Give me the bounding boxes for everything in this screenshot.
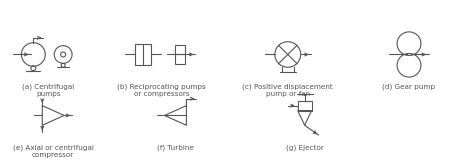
Text: (e) Axial or centrifugal
compressor: (e) Axial or centrifugal compressor	[13, 145, 94, 158]
Text: (d) Gear pump: (d) Gear pump	[383, 84, 436, 90]
Text: (c) Positive displacement
pump or fan: (c) Positive displacement pump or fan	[242, 84, 333, 97]
Bar	[175, 54, 185, 64]
Bar	[135, 44, 151, 65]
Bar	[175, 45, 185, 54]
Text: (f) Turbine: (f) Turbine	[157, 145, 194, 151]
Bar	[298, 101, 311, 111]
Text: (g) Ejector: (g) Ejector	[286, 145, 324, 151]
Text: (a) Centrifugal
pumps: (a) Centrifugal pumps	[22, 84, 74, 97]
Text: (b) Reciprocating pumps
or compressors: (b) Reciprocating pumps or compressors	[117, 84, 206, 97]
